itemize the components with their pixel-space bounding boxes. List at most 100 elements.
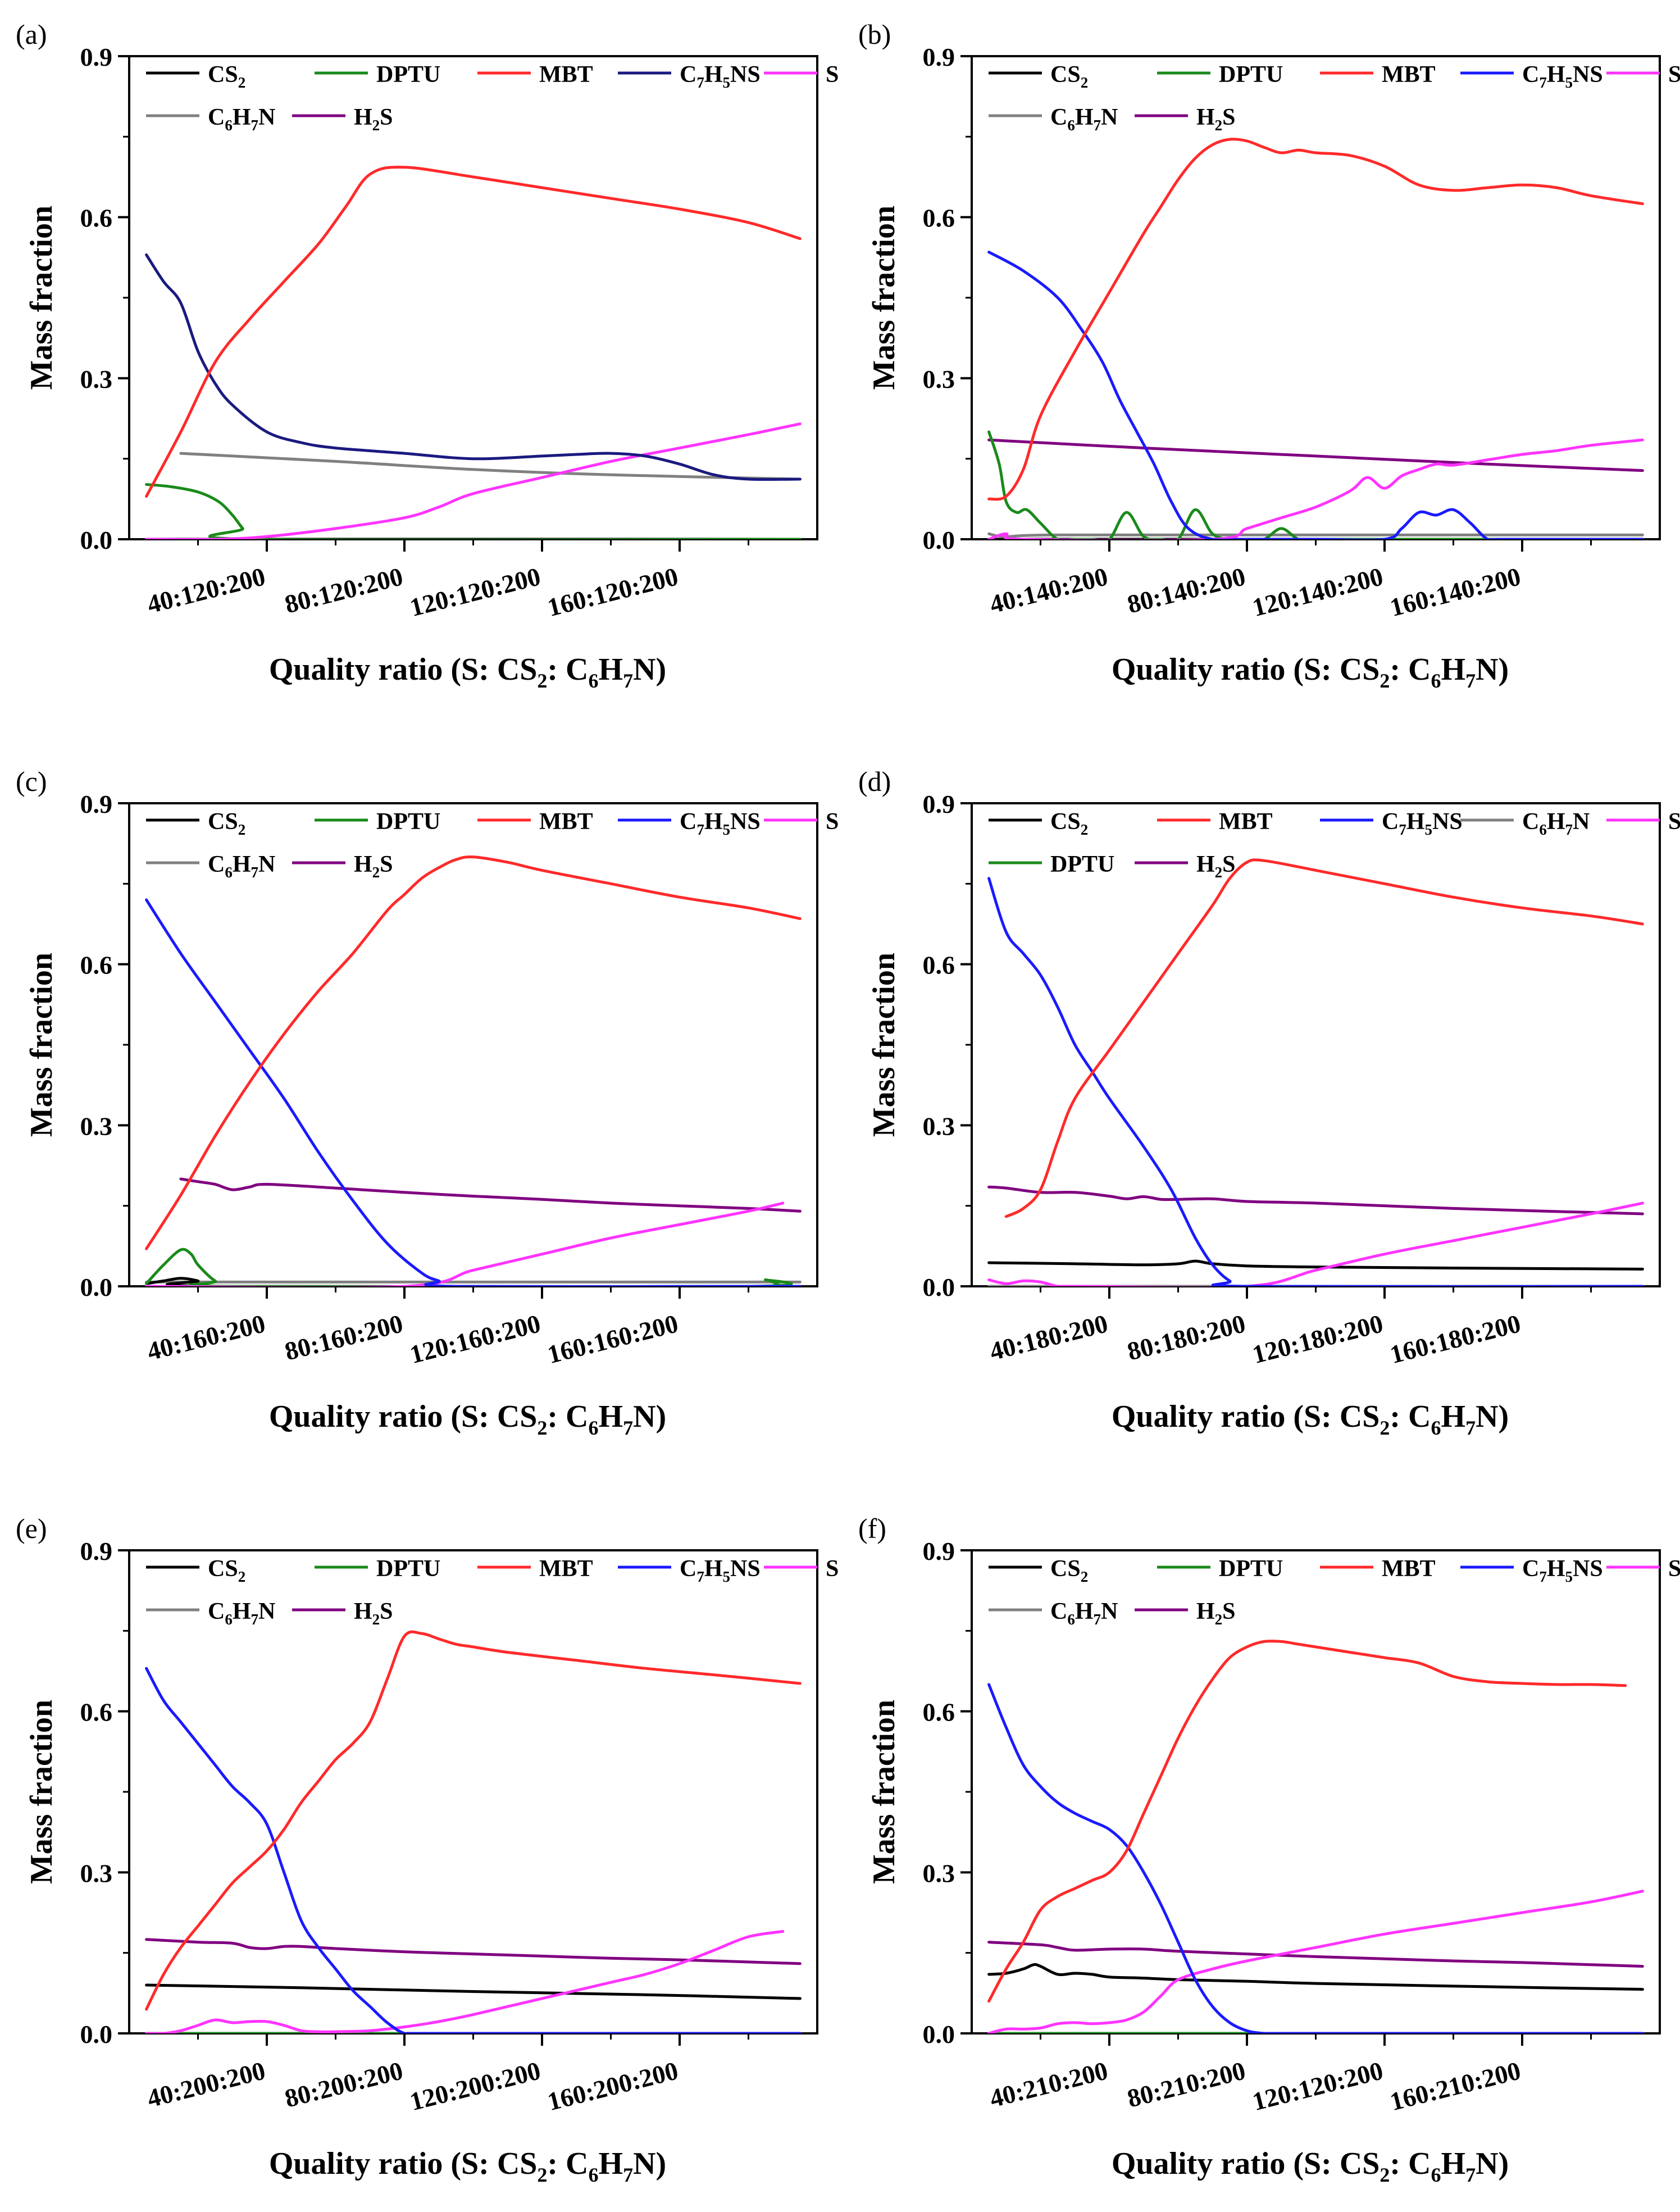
y-tick-label: 0.6: [80, 204, 113, 233]
text-part: MBT: [1382, 1556, 1436, 1582]
panel-label: (c): [16, 766, 47, 797]
x-tick-label: 120:120:200: [1249, 2056, 1386, 2116]
series-line-H2S: [145, 1938, 802, 1965]
y-tick-label: 0.0: [80, 1273, 113, 1301]
text-part: 2: [537, 670, 547, 692]
text-part: N: [258, 852, 275, 877]
text-part: 7: [1465, 670, 1476, 692]
text-part: N): [1476, 2146, 1509, 2181]
text-part: N): [633, 652, 666, 687]
text-part: 7: [1094, 117, 1101, 134]
text-part: C: [680, 809, 696, 835]
legend-label: C6H7N: [1050, 104, 1118, 134]
x-axis-label: Quality ratio (S: CS2: C6H7N): [1112, 2146, 1509, 2186]
text-part: S: [826, 62, 839, 88]
text-part: C: [208, 104, 225, 130]
legend-label: MBT: [1382, 62, 1436, 88]
text-part: 2: [1081, 821, 1089, 838]
panel-label: (f): [858, 1513, 886, 1544]
text-part: C: [680, 62, 696, 88]
y-tick-label: 0.9: [80, 43, 113, 71]
y-tick-label: 0.3: [923, 1859, 955, 1887]
text-part: CS: [1050, 62, 1081, 88]
legend-label: C7H5NS: [680, 62, 761, 91]
text-part: N: [1101, 1599, 1118, 1624]
text-part: S: [1222, 1599, 1235, 1624]
y-tick-label: 0.0: [923, 526, 955, 554]
text-part: C: [1050, 1599, 1067, 1624]
legend-label: S: [1668, 1556, 1680, 1582]
text-part: S: [1668, 1556, 1680, 1582]
text-part: 5: [723, 1568, 731, 1585]
series-line-MBT: [987, 1640, 1627, 2003]
text-part: NS: [730, 1556, 761, 1582]
y-tick-label: 0.0: [80, 526, 113, 554]
legend-label: MBT: [1382, 1556, 1436, 1582]
legend-label: DPTU: [376, 62, 440, 88]
text-part: MBT: [1382, 62, 1436, 88]
text-part: H: [1547, 809, 1565, 835]
text-part: 6: [225, 1611, 233, 1628]
text-part: H: [704, 809, 723, 835]
text-part: N): [1476, 652, 1509, 687]
text-part: 7: [696, 821, 704, 838]
series-group: [145, 166, 802, 539]
text-part: 2: [1081, 1568, 1089, 1585]
text-part: 7: [251, 117, 259, 134]
text-part: 6: [1067, 1611, 1075, 1628]
series-group: [145, 855, 802, 1286]
legend-label: MBT: [539, 809, 593, 835]
text-part: MBT: [539, 809, 593, 835]
text-part: C: [208, 852, 225, 877]
x-tick-label: 80:180:200: [1124, 1309, 1249, 1366]
text-part: 2: [1379, 2164, 1390, 2186]
text-part: : C: [1390, 2146, 1431, 2181]
x-tick-label: 40:160:200: [144, 1309, 268, 1366]
y-tick-label: 0.9: [80, 1537, 113, 1565]
x-tick-label: 80:200:200: [282, 2056, 406, 2113]
legend-label: C7H5NS: [1522, 62, 1603, 91]
legend-label: H2S: [1196, 104, 1236, 134]
y-tick-label: 0.0: [923, 2020, 955, 2049]
legend-label: S: [826, 1556, 839, 1582]
legend-label: C7H5NS: [680, 809, 761, 838]
text-part: 6: [1431, 1417, 1441, 1439]
x-tick-label: 40:120:200: [144, 562, 268, 618]
series-line-C6H7N: [987, 532, 1644, 538]
chart-panel-e: (e) 0.0 0.3 0.6 0.9 40:200:200 80:200:200 120:2…: [16, 1513, 839, 2186]
x-tick-label: 120:120:200: [407, 562, 543, 622]
text-part: 7: [1399, 821, 1406, 838]
series-line-DPTU: [145, 1248, 802, 1286]
legend-label: DPTU: [376, 809, 440, 835]
text-part: DPTU: [376, 62, 440, 88]
text-part: H: [1196, 852, 1215, 877]
y-tick-label: 0.0: [923, 1273, 955, 1301]
text-part: 2: [238, 821, 246, 838]
series-line-S: [145, 1929, 785, 2033]
text-part: H: [599, 1399, 623, 1434]
text-part: S: [380, 852, 393, 877]
text-part: C: [1522, 62, 1539, 88]
text-part: H: [233, 1599, 251, 1624]
series-line-H2S: [987, 1941, 1644, 1968]
text-part: NS: [1573, 1556, 1603, 1582]
legend-label: S: [826, 62, 839, 88]
text-part: 2: [1081, 74, 1089, 91]
text-part: 2: [238, 1568, 246, 1585]
x-tick-label: 80:140:200: [1124, 562, 1249, 618]
text-part: H: [233, 852, 251, 877]
text-part: 7: [1465, 1417, 1476, 1439]
text-part: S: [826, 809, 839, 835]
legend-label: CS2: [208, 809, 245, 838]
text-part: C: [1050, 104, 1067, 130]
legend-label: H2S: [354, 852, 393, 881]
text-part: H: [599, 652, 623, 687]
text-part: : C: [1390, 652, 1431, 687]
text-part: H: [1075, 1599, 1094, 1624]
series-line-MBT: [145, 1630, 802, 2011]
legend-label: C6H7N: [208, 852, 275, 881]
text-part: 7: [1539, 1568, 1547, 1585]
text-part: H: [599, 2146, 623, 2181]
text-part: H: [354, 852, 372, 877]
